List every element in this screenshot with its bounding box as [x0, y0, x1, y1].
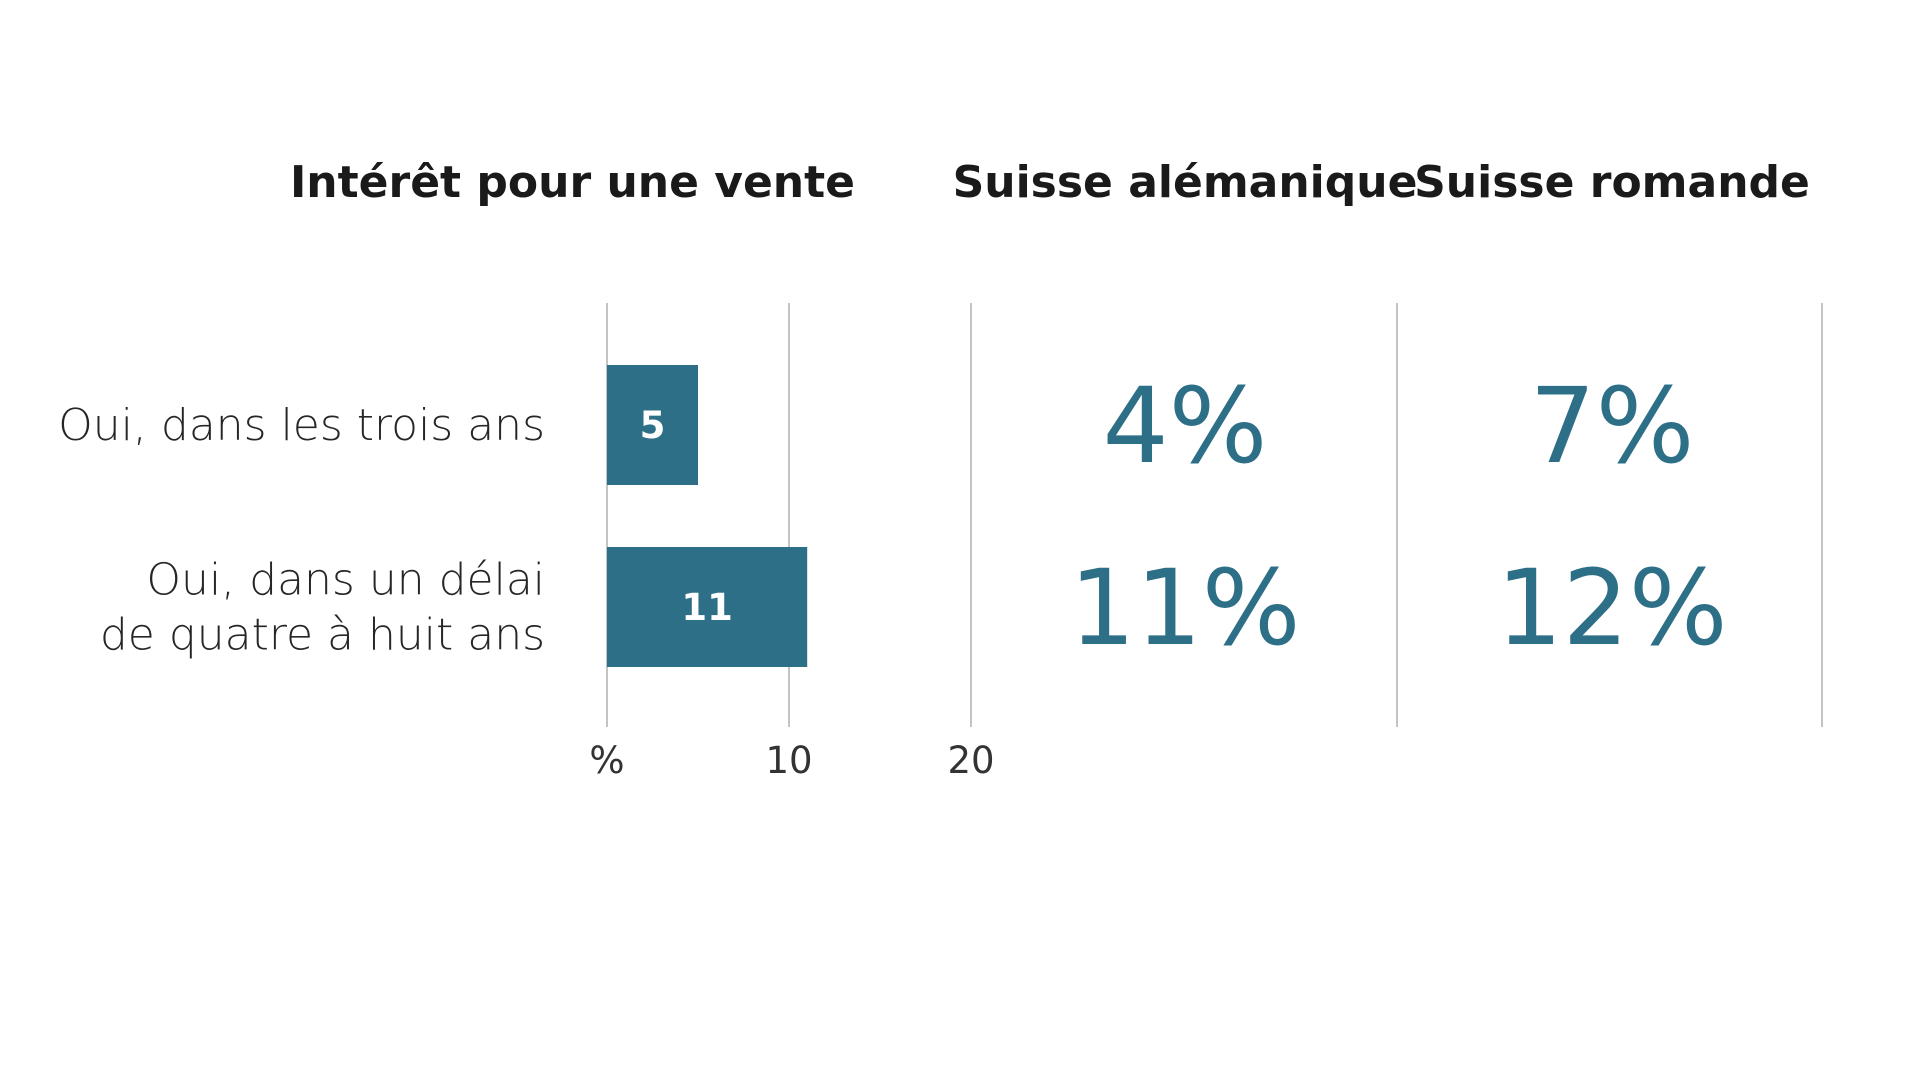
region-heading-romande: Suisse romande — [1414, 157, 1810, 208]
region-1-value-1: 12% — [1496, 547, 1727, 669]
category-labels: Oui, dans les trois ans Oui, dans un déla… — [58, 400, 545, 661]
region-values: 4% 11% 7% 12% — [1069, 365, 1727, 669]
tick-label-0: % — [589, 739, 624, 782]
bar-value-label-0: 5 — [640, 404, 666, 447]
bar-1 — [607, 547, 808, 667]
bar-value-label-1: 11 — [681, 586, 733, 629]
bars: 5 11 — [607, 365, 808, 667]
category-label-0-line-0: Oui, dans les trois ans — [58, 400, 545, 451]
chart-title: Intérêt pour une vente — [290, 157, 855, 208]
region-1-value-0: 7% — [1530, 365, 1695, 487]
tick-label-1: 10 — [765, 739, 812, 782]
category-label-1-line-0: Oui, dans un délai — [146, 555, 545, 606]
category-label-1-line-1: de quatre à huit ans — [100, 610, 545, 661]
region-0-value-1: 11% — [1069, 547, 1300, 669]
region-heading-alemanique: Suisse alémanique — [953, 157, 1418, 208]
tick-label-2: 20 — [947, 739, 994, 782]
bar-0 — [607, 365, 698, 485]
x-axis-ticks: % 10 20 — [589, 739, 994, 782]
region-0-value-0: 4% — [1103, 365, 1268, 487]
